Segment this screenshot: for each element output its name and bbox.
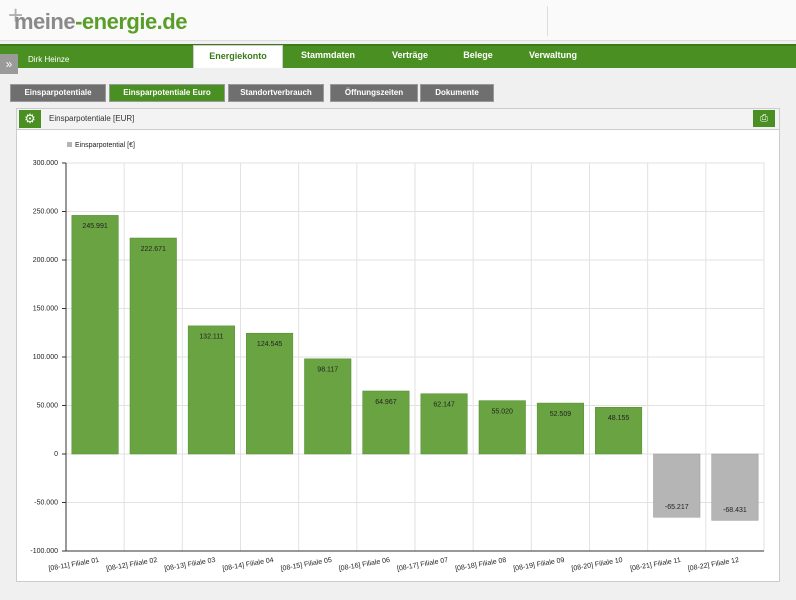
nav-tab[interactable]: Verwaltung <box>528 50 577 60</box>
legend-swatch <box>67 142 72 147</box>
data-label: 52.509 <box>550 411 572 418</box>
user-name: Dirk Heinze <box>28 55 70 64</box>
panel-header <box>16 108 780 130</box>
x-tick-label: [08-20] Filiale 10 <box>571 557 623 573</box>
y-tick-label: 100.000 <box>33 354 58 361</box>
data-label: 55.020 <box>492 408 514 415</box>
y-tick-label: 300.000 <box>33 160 58 167</box>
bar <box>71 215 119 455</box>
data-label: 245.991 <box>82 223 107 230</box>
x-tick-label: [08-11] Filiale 01 <box>48 557 100 573</box>
bar <box>246 332 294 455</box>
data-label: 124.545 <box>257 341 282 348</box>
expand-button[interactable]: » <box>0 54 18 74</box>
sub-tab[interactable]: Dokumente <box>420 84 494 102</box>
y-tick-label: 250.000 <box>33 208 58 215</box>
data-label: 62.147 <box>433 402 455 409</box>
x-tick-label: [08-16] Filiale 06 <box>338 557 390 573</box>
data-label: 48.155 <box>608 415 630 422</box>
logo-main: meine <box>14 9 76 34</box>
x-tick-label: [08-14] Filiale 04 <box>222 557 274 573</box>
data-label: 132.111 <box>199 334 223 341</box>
bar <box>420 393 468 455</box>
y-tick-label: 50.000 <box>37 402 59 409</box>
y-tick-label: 200.000 <box>33 257 58 264</box>
legend-label: Einsparpotential [€] <box>75 142 135 149</box>
bar <box>595 407 643 455</box>
x-tick-label: [08-12] Filiale 02 <box>106 557 158 573</box>
sub-tab[interactable]: Einsparpotentiale <box>10 84 106 102</box>
settings-icon[interactable]: ⚙ <box>19 110 41 128</box>
sub-tab[interactable]: Öffnungszeiten <box>330 84 418 102</box>
data-label: -68.431 <box>723 507 747 514</box>
bar <box>129 237 177 455</box>
panel-title: Einsparpotentiale [EUR] <box>49 114 135 123</box>
nav-tab[interactable]: Verträge <box>391 50 429 60</box>
y-tick-label: -100.000 <box>30 548 58 555</box>
sub-tab[interactable]: Einsparpotentiale Euro <box>109 84 225 102</box>
print-button[interactable]: ⎙ <box>753 110 775 127</box>
nav-bar <box>0 44 796 68</box>
x-tick-label: [08-22] Filiale 12 <box>687 557 739 573</box>
x-tick-label: [08-18] Filiale 08 <box>455 557 507 573</box>
x-tick-label: [08-19] Filiale 09 <box>513 557 565 573</box>
bar <box>304 358 352 455</box>
y-tick-label: -50.000 <box>34 499 58 506</box>
chart: Einsparpotential [€] -100.000 -50.000 0 50.0… <box>30 142 765 573</box>
sub-tab[interactable]: Standortverbrauch <box>228 84 324 102</box>
bar <box>187 325 235 455</box>
y-tick-label: 0 <box>54 451 58 458</box>
y-tick-label: 150.000 <box>33 305 58 312</box>
x-tick-label: [08-15] Filiale 05 <box>280 557 332 573</box>
data-label: 98.117 <box>317 367 338 374</box>
data-label: 64.967 <box>375 399 397 406</box>
logo[interactable]: meine-energie.de <box>14 9 187 35</box>
x-tick-label: [08-13] Filiale 03 <box>164 557 216 573</box>
nav-tab[interactable]: Energiekonto <box>193 45 283 68</box>
nav-tab[interactable]: Stammdaten <box>300 50 355 60</box>
header <box>0 0 796 41</box>
bar <box>362 390 410 455</box>
data-label: 222.671 <box>141 246 166 253</box>
data-label: -65.217 <box>665 504 689 511</box>
bar <box>711 453 759 521</box>
bar <box>653 453 701 518</box>
bar <box>478 400 526 455</box>
separator <box>547 6 548 36</box>
logo-plus: + <box>8 0 24 30</box>
x-tick-label: [08-17] Filiale 07 <box>397 557 449 573</box>
x-tick-label: [08-21] Filiale 11 <box>630 557 682 573</box>
nav-tab[interactable]: Belege <box>463 50 493 60</box>
bar <box>536 402 584 455</box>
logo-domain: -energie.de <box>75 9 187 34</box>
